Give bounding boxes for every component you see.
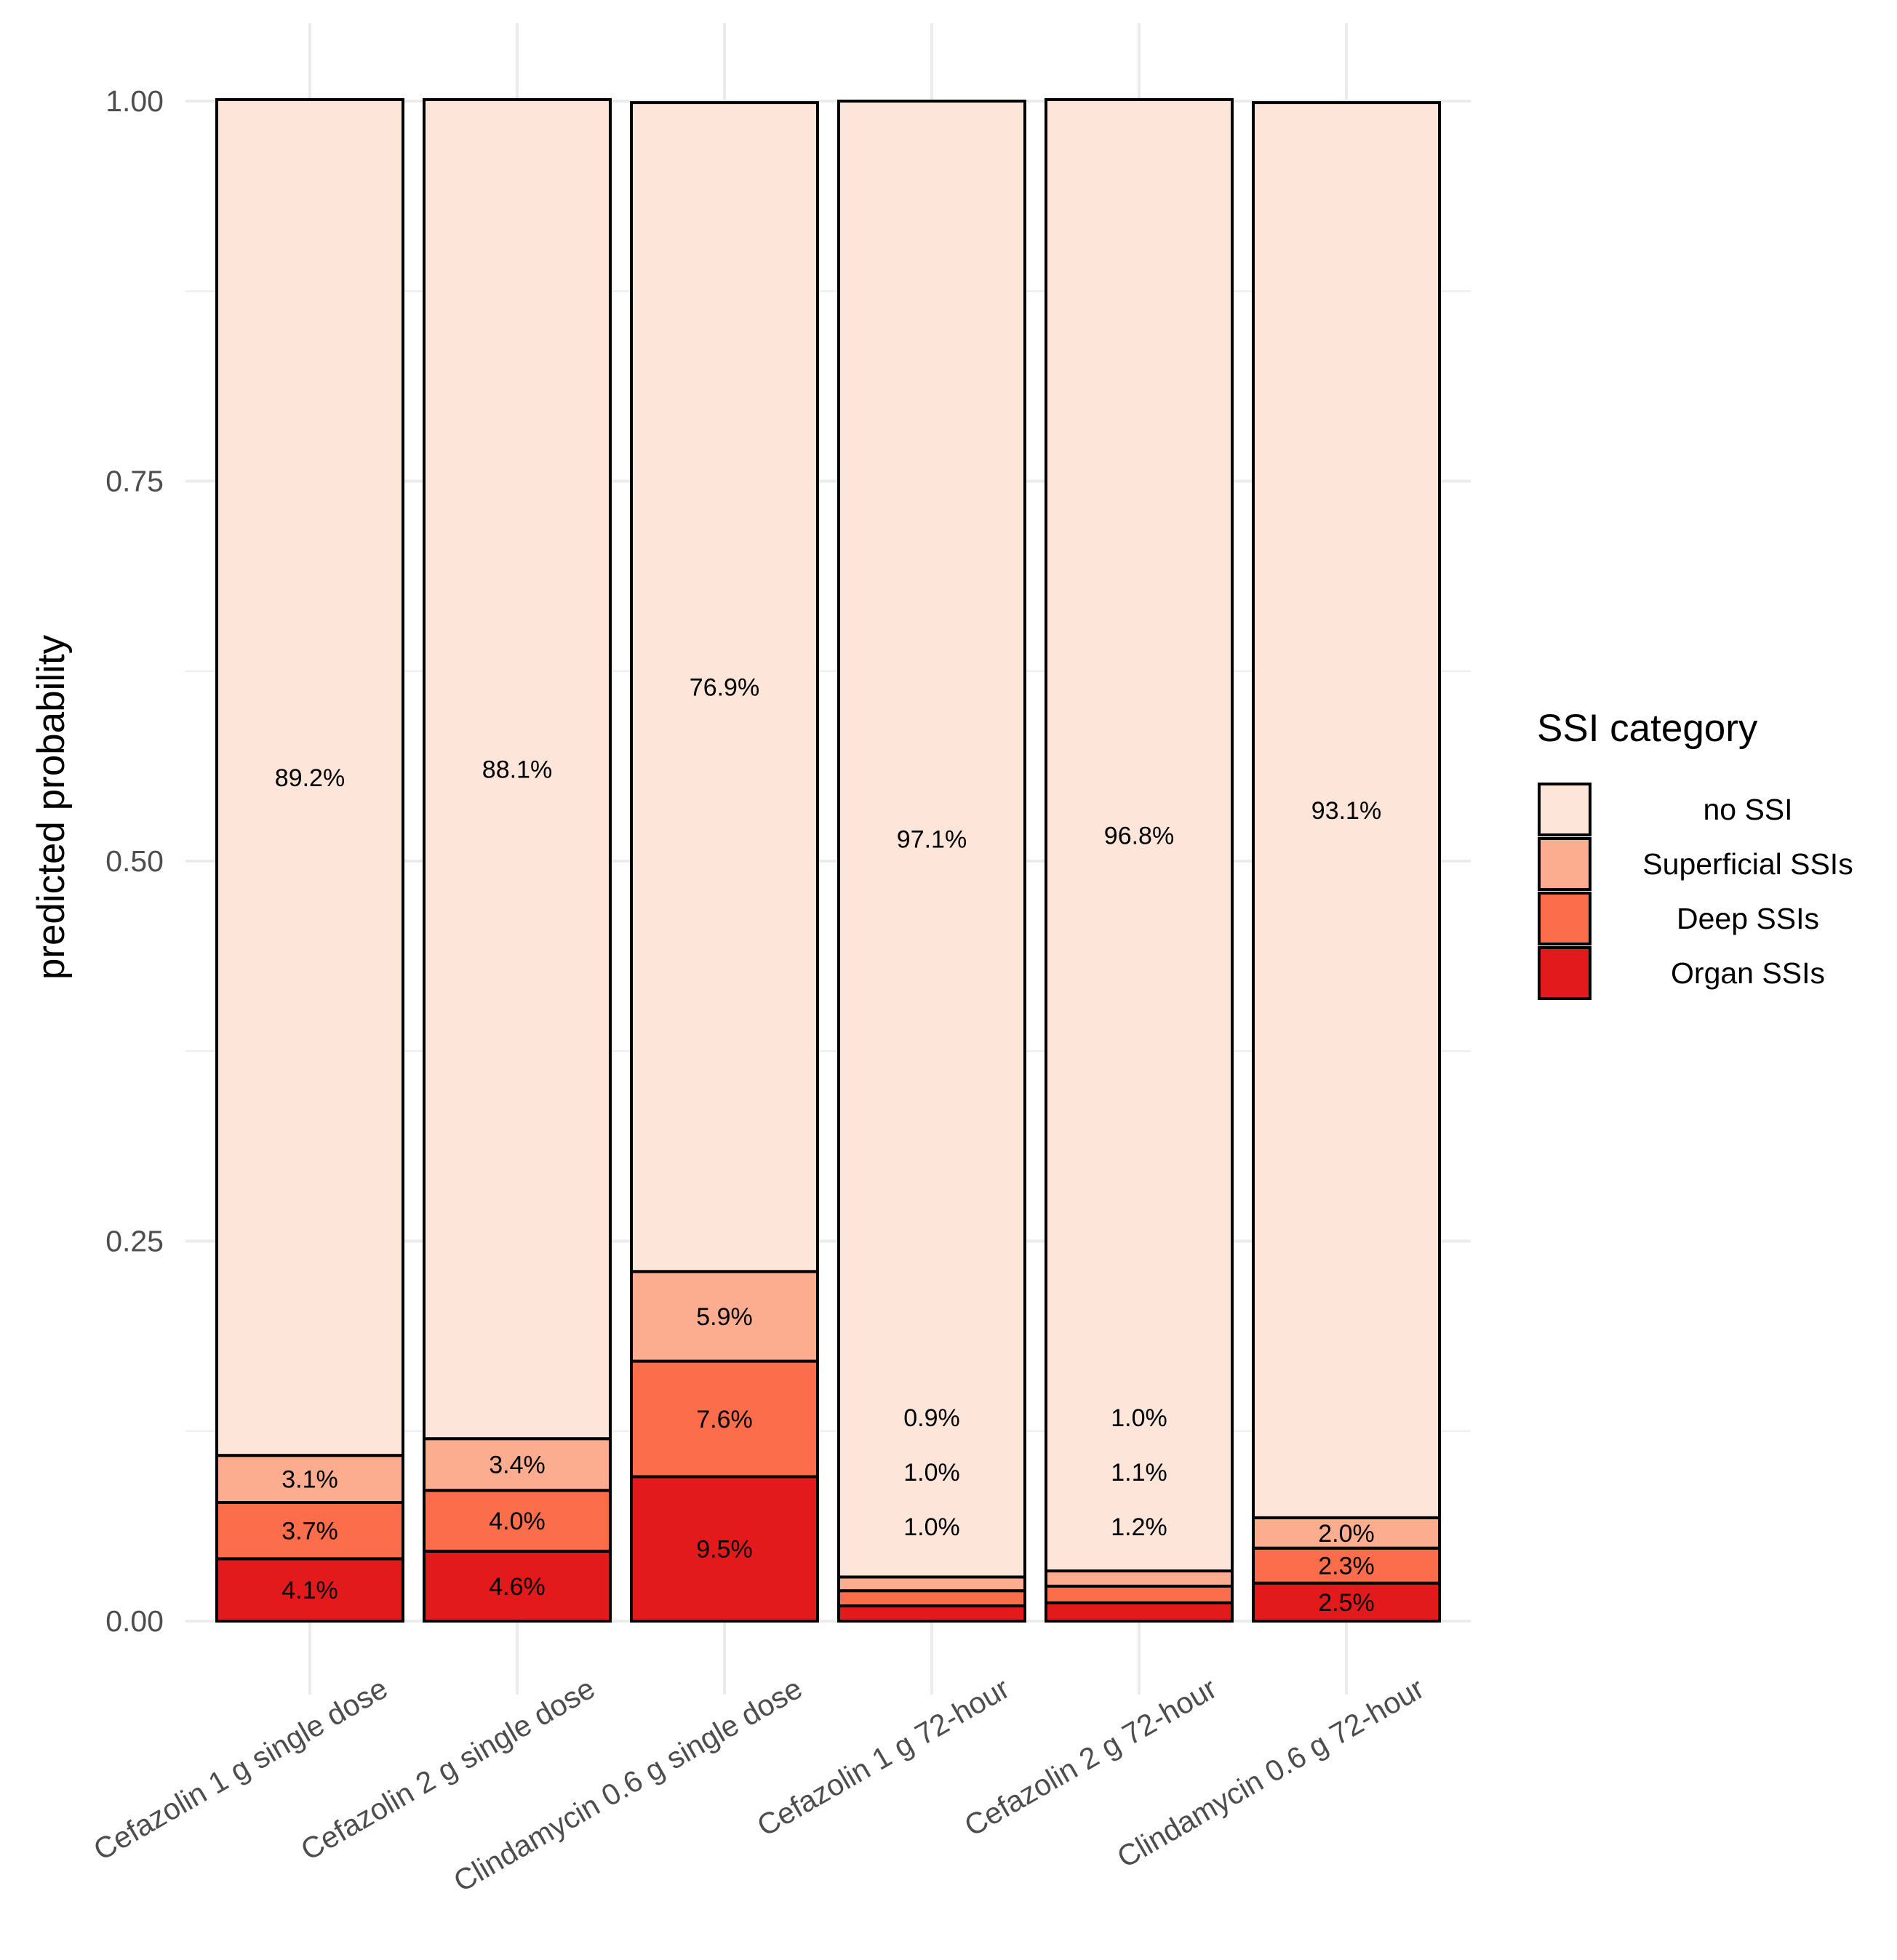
data-label: 93.1% bbox=[1311, 797, 1381, 825]
x-tick-label: Clindamycin 0.6 g single dose bbox=[448, 1671, 808, 1898]
y-axis-title: predicted probability bbox=[30, 634, 73, 980]
data-label: 76.9% bbox=[690, 674, 759, 702]
bars bbox=[215, 97, 1441, 1623]
bar-segment bbox=[1252, 101, 1441, 1519]
data-label: 96.8% bbox=[1104, 822, 1174, 849]
y-tick-label: 0.25 bbox=[105, 1225, 164, 1258]
y-tick-label: 1.00 bbox=[105, 84, 164, 118]
bar-segment bbox=[630, 1475, 819, 1623]
legend-swatch bbox=[1538, 783, 1592, 836]
bar-segment bbox=[630, 101, 819, 1273]
data-label: 7.6% bbox=[696, 1406, 753, 1433]
bar-segment bbox=[630, 1270, 819, 1363]
bar-segment bbox=[837, 100, 1026, 1579]
legend-items: no SSI Superficial SSIs Deep SSIs Organ SSI… bbox=[1538, 783, 1853, 1000]
data-label: 1.1% bbox=[1111, 1459, 1167, 1487]
data-label: 1.0% bbox=[903, 1513, 960, 1541]
data-label: 1.0% bbox=[903, 1459, 960, 1487]
data-label: 4.1% bbox=[281, 1577, 338, 1604]
bar-segment bbox=[837, 1575, 1026, 1593]
bar-segment bbox=[837, 1589, 1026, 1608]
bar-segment bbox=[423, 1489, 612, 1553]
legend-title: SSI category bbox=[1537, 707, 1758, 750]
data-label: 5.9% bbox=[696, 1303, 753, 1331]
data-label: 0.9% bbox=[903, 1404, 960, 1432]
legend-label: Superficial SSIs bbox=[1642, 847, 1853, 881]
data-label: 1.2% bbox=[1111, 1513, 1167, 1541]
data-label: 3.1% bbox=[281, 1466, 338, 1494]
legend-label: Deep SSIs bbox=[1677, 902, 1819, 935]
bar-segment bbox=[215, 1454, 404, 1504]
y-axis: 0.00 0.25 0.50 0.75 1.00 bbox=[105, 84, 164, 1638]
data-label: 4.0% bbox=[489, 1508, 546, 1535]
data-label: 2.0% bbox=[1318, 1520, 1375, 1548]
data-label: 3.4% bbox=[489, 1452, 546, 1479]
bar-segment bbox=[215, 97, 404, 1457]
bar-segment bbox=[837, 1604, 1026, 1623]
legend: SSI category no SSI Superficial SSIs Deep … bbox=[1537, 707, 1853, 1000]
bar-segment bbox=[1045, 1584, 1234, 1604]
legend-swatch bbox=[1538, 837, 1592, 891]
data-label: 4.6% bbox=[489, 1573, 546, 1601]
bar-segment bbox=[1045, 1569, 1234, 1588]
legend-swatch bbox=[1538, 946, 1592, 1000]
bar-segment bbox=[423, 1549, 612, 1623]
data-label: 3.7% bbox=[281, 1518, 338, 1545]
data-label: 1.0% bbox=[1111, 1404, 1167, 1432]
y-tick-label: 0.75 bbox=[105, 465, 164, 498]
bar-segment bbox=[1045, 1601, 1234, 1623]
y-tick-label: 0.00 bbox=[105, 1604, 164, 1638]
bar-segment bbox=[1045, 97, 1234, 1573]
bar-segment bbox=[423, 97, 612, 1441]
legend-swatch bbox=[1538, 892, 1592, 945]
legend-label: Organ SSIs bbox=[1671, 956, 1825, 990]
data-label: 2.3% bbox=[1318, 1553, 1375, 1580]
data-label: 97.1% bbox=[897, 826, 967, 854]
data-label: 9.5% bbox=[696, 1536, 753, 1564]
bar-segment bbox=[215, 1557, 404, 1623]
data-label: 89.2% bbox=[275, 764, 345, 792]
data-labels: 4.1% 3.7% 3.1% 89.2% 4.6% 4.0% 3.4% 88.1% 9.5% 7.… bbox=[275, 674, 1381, 1617]
data-label: 88.1% bbox=[482, 756, 552, 784]
bar-segment bbox=[1252, 1581, 1441, 1623]
y-tick-label: 0.50 bbox=[105, 844, 164, 878]
legend-label: no SSI bbox=[1703, 793, 1792, 826]
bar-segment bbox=[630, 1359, 819, 1479]
data-label: 2.5% bbox=[1318, 1589, 1375, 1617]
